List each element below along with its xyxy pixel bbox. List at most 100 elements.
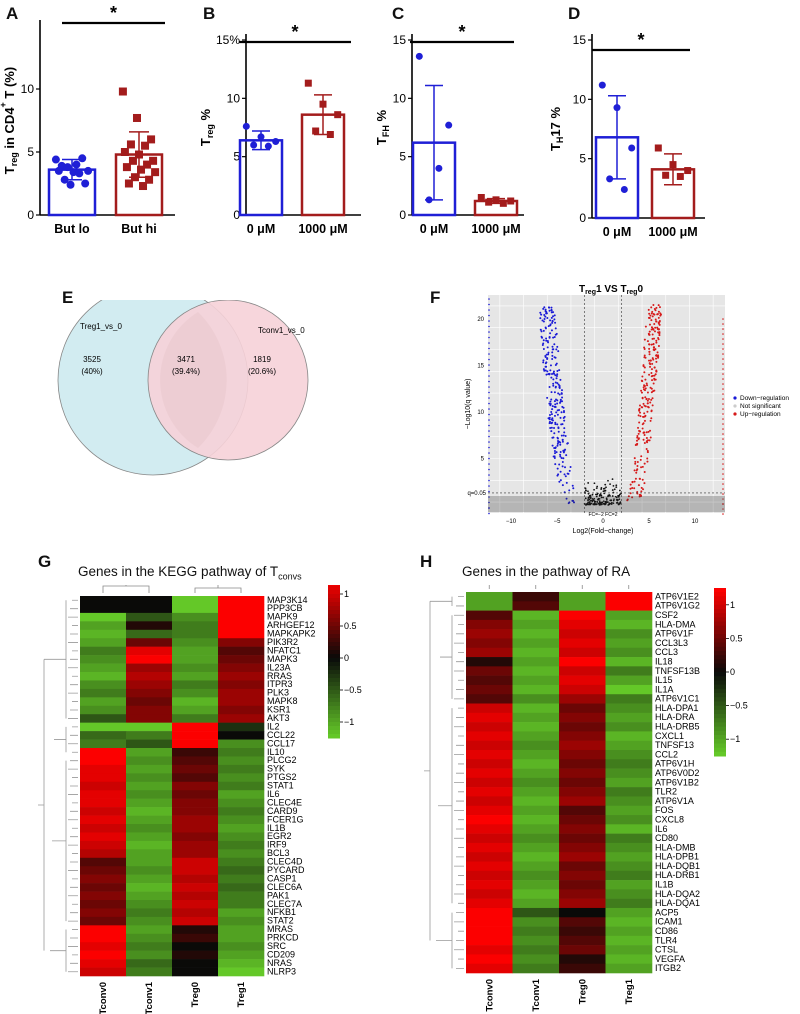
point-up — [651, 374, 654, 377]
heatmap-cell — [218, 722, 265, 732]
heatmap-cell — [80, 840, 127, 850]
gene-label: STAT2 — [267, 916, 294, 926]
data-point — [151, 168, 160, 177]
data-point — [272, 138, 280, 145]
point-up — [644, 396, 647, 399]
heatmap-cell — [512, 917, 560, 927]
data-point — [60, 175, 69, 184]
gene-label: EGR2 — [267, 831, 292, 841]
point-up — [634, 462, 637, 465]
point-down — [552, 455, 555, 458]
heatmap-cell — [512, 768, 560, 779]
point-up — [643, 338, 646, 341]
gene-label: AKT3 — [267, 713, 290, 723]
heatmap-cell — [172, 849, 219, 859]
point-down — [552, 336, 555, 339]
point-up — [652, 346, 655, 349]
point-up — [653, 322, 656, 325]
point-down-edge — [488, 474, 490, 476]
panel-label-b: B — [203, 4, 216, 23]
venn-right-name: Tconv1_vs_0 — [258, 326, 305, 335]
point-up — [641, 427, 644, 430]
heatmap-cell — [172, 596, 219, 605]
color-scale-step — [714, 638, 726, 644]
point-up — [648, 343, 651, 346]
y-axis-label: TFH % — [374, 109, 391, 145]
gene-label: CCL22 — [267, 730, 295, 740]
point-down — [554, 363, 557, 366]
color-scale-step — [714, 659, 726, 665]
point-down — [555, 348, 558, 351]
point-down — [553, 449, 556, 452]
heatmap-cell — [559, 610, 606, 621]
y-tick-label: 5 — [481, 457, 485, 463]
gene-label: CD80 — [655, 833, 678, 843]
heatmap-cell — [466, 945, 513, 955]
point-down — [561, 460, 564, 463]
color-scale-step — [328, 638, 340, 643]
heatmap-h-title: Genes in the pathway of RA — [462, 564, 631, 579]
gene-label: CXCL8 — [655, 814, 684, 824]
point-down — [550, 376, 553, 379]
color-scale-step — [328, 686, 340, 691]
gene-label: CARD9 — [267, 806, 298, 816]
point-not-significant — [592, 499, 595, 501]
heatmap-cell — [218, 908, 265, 918]
heatmap-cell — [605, 610, 653, 621]
color-scale-step — [714, 697, 726, 702]
point-down — [553, 426, 556, 429]
heatmap-cell — [126, 739, 173, 749]
point-down — [546, 358, 549, 361]
point-up — [648, 362, 651, 365]
heatmap-cell — [126, 824, 173, 833]
gene-label: PLCG2 — [267, 755, 297, 765]
point-up — [649, 419, 652, 422]
point-down — [549, 426, 552, 429]
color-scale-step — [328, 690, 340, 695]
color-scale-label: 1 — [730, 600, 735, 610]
point-up — [648, 333, 651, 336]
category-label: But lo — [54, 222, 90, 236]
heatmap-cell — [126, 612, 173, 622]
point-down — [556, 444, 559, 447]
data-point — [66, 180, 75, 189]
heatmap-cell — [80, 900, 127, 909]
heatmap-cell — [80, 967, 127, 977]
point-up — [646, 457, 649, 460]
heatmap-cell — [126, 781, 173, 791]
heatmap-cell — [605, 787, 653, 797]
color-scale-step — [714, 621, 726, 627]
heatmap-cell — [605, 666, 653, 676]
point-up — [629, 483, 632, 486]
point-down — [551, 444, 554, 447]
point-down — [544, 369, 547, 372]
venn-overlap-region — [160, 312, 227, 448]
heatmap-cell — [512, 740, 560, 751]
heatmap-cell — [126, 672, 173, 681]
point-up — [636, 490, 639, 493]
point-down — [562, 434, 565, 437]
heatmap-cell — [466, 852, 513, 862]
heatmap-cell — [605, 917, 653, 927]
point-up-edge — [722, 513, 724, 515]
heatmap-cell — [466, 610, 513, 621]
gene-label: IL6 — [655, 824, 668, 834]
point-down — [540, 313, 543, 316]
heatmap-cell — [218, 950, 265, 960]
gene-label: IL1A — [655, 684, 674, 694]
point-up — [650, 372, 653, 375]
point-down — [557, 430, 560, 433]
heatmap-cell — [512, 629, 560, 639]
heatmap-cell — [126, 790, 173, 799]
heatmap-cell — [559, 796, 606, 807]
point-not-significant — [611, 489, 614, 491]
point-up — [637, 414, 640, 417]
point-down — [556, 423, 559, 426]
point-up — [657, 338, 660, 341]
y-tick-label: 5 — [27, 145, 34, 159]
point-up — [658, 332, 661, 335]
point-up-edge — [722, 428, 724, 430]
point-down — [555, 375, 558, 378]
point-up — [652, 304, 655, 307]
heatmap-cell — [172, 773, 219, 783]
